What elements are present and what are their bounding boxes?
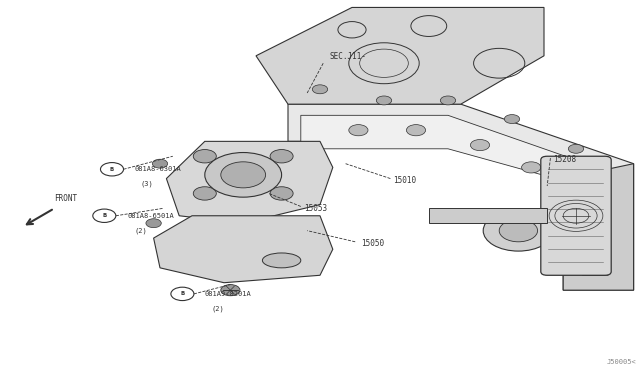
Circle shape [270,187,293,200]
Circle shape [312,85,328,94]
Polygon shape [154,216,333,283]
Polygon shape [301,115,608,275]
Circle shape [483,210,554,251]
Circle shape [205,153,282,197]
Polygon shape [288,104,634,290]
Circle shape [270,150,293,163]
Text: (3): (3) [141,181,154,187]
Text: SEC.J11-: SEC.J11- [330,52,367,61]
FancyBboxPatch shape [541,156,611,275]
Circle shape [499,219,538,242]
Circle shape [573,192,592,203]
Text: 15053: 15053 [304,204,327,213]
Text: B: B [102,213,106,218]
Circle shape [146,219,161,228]
Circle shape [349,125,368,136]
Text: FRONT: FRONT [54,194,77,203]
Text: (2): (2) [134,227,147,234]
Text: (2): (2) [211,305,224,312]
Circle shape [440,96,456,105]
Circle shape [522,162,541,173]
Text: 081A9-8201A: 081A9-8201A [205,291,252,297]
Circle shape [171,287,194,301]
Text: 15208: 15208 [554,155,577,164]
Circle shape [406,125,426,136]
Polygon shape [256,7,544,104]
Polygon shape [563,164,634,290]
Circle shape [93,209,116,222]
Text: 081A8-6301A: 081A8-6301A [134,166,181,172]
Text: J50005<: J50005< [607,359,637,365]
Circle shape [193,150,216,163]
Circle shape [470,140,490,151]
Circle shape [504,115,520,124]
Text: 081A8-6501A: 081A8-6501A [128,213,175,219]
Ellipse shape [262,253,301,268]
Circle shape [100,163,124,176]
Text: 15010: 15010 [394,176,417,185]
Circle shape [193,187,216,200]
Circle shape [221,285,240,296]
Circle shape [221,162,266,188]
Text: B: B [110,167,114,172]
Polygon shape [429,208,547,223]
Polygon shape [166,141,333,223]
Circle shape [568,144,584,153]
Circle shape [152,159,168,168]
Circle shape [376,96,392,105]
Text: B: B [180,291,184,296]
Text: 15050: 15050 [362,239,385,248]
